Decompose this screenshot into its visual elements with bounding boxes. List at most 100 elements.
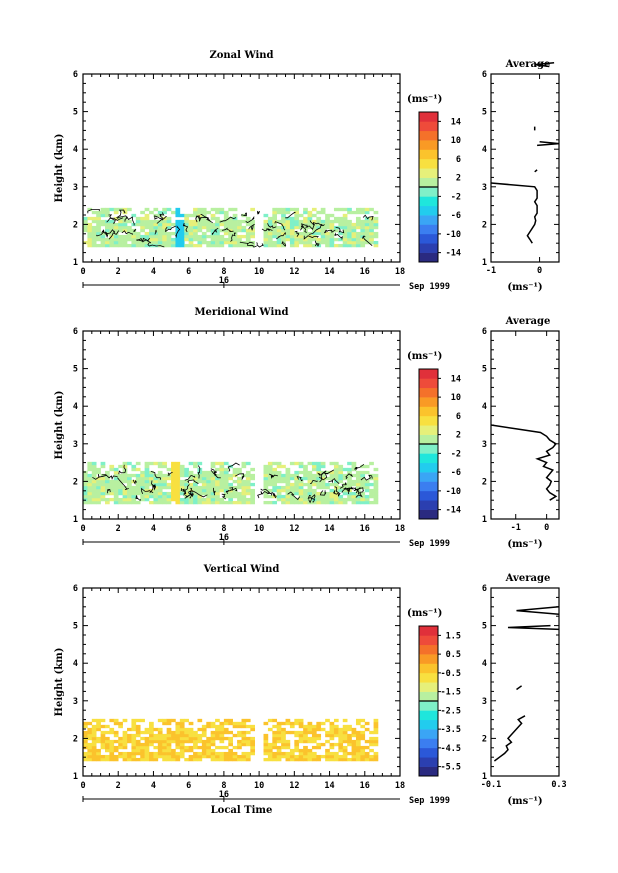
heatmap-cell bbox=[281, 733, 286, 738]
heatmap-cell bbox=[338, 739, 344, 744]
colorbar-segment bbox=[419, 406, 438, 417]
heatmap-cell bbox=[113, 243, 119, 248]
heatmap-cell bbox=[219, 222, 225, 227]
heatmap-cell bbox=[188, 243, 194, 248]
heatmap-cell bbox=[193, 219, 198, 224]
heatmap-cell bbox=[153, 485, 159, 490]
heatmap-cell bbox=[100, 237, 106, 242]
contour-line bbox=[159, 212, 165, 218]
x-axis-label: Local Time bbox=[211, 805, 273, 816]
colorbar-segment bbox=[419, 215, 438, 225]
heatmap-cell bbox=[298, 718, 304, 723]
heatmap-cell bbox=[188, 219, 194, 224]
heatmap-cell bbox=[100, 473, 106, 478]
heatmap-cell bbox=[144, 745, 150, 750]
heatmap-cell bbox=[276, 751, 282, 756]
heatmap-cell bbox=[316, 494, 322, 499]
heatmap-cell bbox=[223, 500, 229, 505]
heatmap-cell bbox=[303, 470, 308, 475]
heatmap-cell bbox=[320, 207, 326, 212]
colorbar-tick-label: 10 bbox=[451, 136, 461, 146]
heatmap-cell bbox=[351, 240, 357, 245]
heatmap-cell bbox=[333, 733, 339, 738]
heatmap-cell bbox=[157, 461, 163, 466]
heatmap-cell bbox=[237, 467, 242, 472]
heatmap-cell bbox=[263, 234, 269, 239]
heatmap-cell bbox=[144, 754, 150, 759]
heatmap-cell bbox=[193, 207, 198, 212]
heatmap-cell bbox=[144, 497, 150, 502]
heatmap-cell bbox=[127, 751, 132, 756]
heatmap-cell bbox=[100, 739, 106, 744]
heatmap-cell bbox=[263, 748, 269, 753]
heatmap-cell bbox=[175, 491, 181, 496]
heatmap-cell bbox=[188, 222, 194, 227]
heatmap-cell bbox=[135, 724, 141, 729]
heatmap-cell bbox=[303, 730, 308, 735]
heatmap-cell bbox=[263, 476, 269, 481]
heatmap-cell bbox=[179, 745, 185, 750]
heatmap-cell bbox=[109, 497, 115, 502]
heatmap-cell bbox=[276, 491, 282, 496]
heatmap-cell bbox=[144, 219, 150, 224]
y-tick-label: 4 bbox=[73, 145, 78, 155]
heatmap-cell bbox=[109, 231, 115, 236]
heatmap-cell bbox=[364, 234, 370, 239]
heatmap-cell bbox=[197, 718, 203, 723]
heatmap-cell bbox=[298, 494, 304, 499]
heatmap-cell bbox=[338, 219, 344, 224]
contour-line bbox=[303, 235, 319, 240]
heatmap-cell bbox=[351, 228, 357, 233]
heatmap-cell bbox=[360, 497, 366, 502]
heatmap-cell bbox=[320, 500, 326, 505]
heatmap-cell bbox=[294, 748, 300, 753]
heatmap-cell bbox=[267, 240, 273, 245]
heatmap-cell bbox=[245, 500, 251, 505]
heatmap-cell bbox=[316, 467, 322, 472]
heatmap-cell bbox=[307, 727, 313, 732]
contour-line bbox=[257, 210, 261, 215]
heatmap-cell bbox=[87, 748, 93, 753]
heatmap-cell bbox=[294, 219, 300, 224]
heatmap-cell bbox=[364, 210, 370, 215]
y-tick-label: 2 bbox=[73, 220, 78, 230]
heatmap-cell bbox=[333, 243, 339, 248]
heatmap-cell bbox=[87, 234, 93, 239]
heatmap-cell bbox=[175, 231, 181, 236]
heatmap-cell bbox=[272, 228, 278, 233]
heatmap-cell bbox=[179, 219, 185, 224]
heatmap-cell bbox=[263, 751, 269, 756]
heatmap-cell bbox=[303, 482, 308, 487]
heatmap-cell bbox=[210, 213, 216, 218]
heatmap-cell bbox=[272, 485, 278, 490]
heatmap-cell bbox=[91, 745, 97, 750]
heatmap-cell bbox=[228, 482, 233, 487]
heatmap-cell bbox=[153, 213, 159, 218]
heatmap-cell bbox=[87, 754, 93, 759]
heatmap-cell bbox=[311, 730, 317, 735]
heatmap-cell bbox=[140, 234, 145, 239]
heatmap-cell bbox=[223, 757, 229, 762]
heatmap-cell bbox=[267, 718, 273, 723]
heatmap-cell bbox=[237, 485, 242, 490]
heatmap-cell bbox=[311, 727, 317, 732]
heatmap-cell bbox=[316, 216, 322, 221]
contour-line bbox=[339, 482, 347, 489]
heatmap-cell bbox=[105, 470, 110, 475]
heatmap-cell bbox=[316, 497, 322, 502]
heatmap-cell bbox=[325, 213, 330, 218]
heatmap-cell bbox=[355, 751, 361, 756]
x-tick-label: 2 bbox=[116, 781, 121, 791]
heatmap-cell bbox=[347, 757, 352, 762]
y-tick-label: 2 bbox=[73, 734, 78, 744]
heatmap-cell bbox=[113, 739, 119, 744]
heatmap-cell bbox=[100, 231, 106, 236]
heatmap-cell bbox=[223, 730, 229, 735]
heatmap-cell bbox=[122, 497, 128, 502]
heatmap-cell bbox=[289, 228, 295, 233]
heatmap-cell bbox=[83, 724, 88, 729]
heatmap-cell bbox=[131, 500, 137, 505]
heatmap-cell bbox=[333, 742, 339, 747]
heatmap-cell bbox=[245, 461, 251, 466]
y-tick-label: 1 bbox=[73, 258, 78, 268]
